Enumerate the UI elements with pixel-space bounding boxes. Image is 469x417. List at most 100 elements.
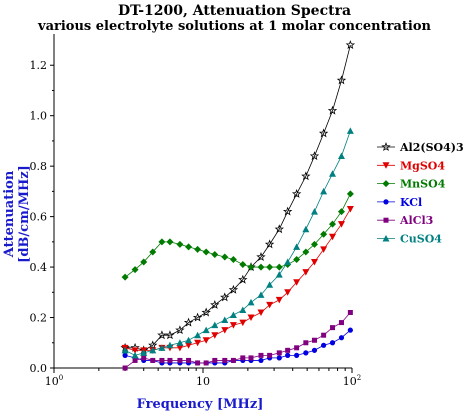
data-point bbox=[176, 344, 184, 352]
data-point bbox=[158, 344, 166, 351]
data-point bbox=[167, 357, 173, 363]
y-tick-label: 1.0 bbox=[30, 110, 48, 123]
data-point bbox=[177, 357, 183, 363]
data-point bbox=[131, 347, 139, 354]
data-point bbox=[329, 170, 337, 177]
data-point bbox=[141, 355, 147, 361]
data-point bbox=[149, 248, 157, 256]
data-point bbox=[258, 357, 264, 364]
data-point bbox=[276, 355, 282, 361]
data-point bbox=[221, 327, 229, 334]
data-point bbox=[211, 332, 219, 339]
data-point bbox=[121, 273, 129, 281]
data-point bbox=[210, 299, 220, 309]
series-cuso4 bbox=[121, 127, 354, 359]
data-point bbox=[267, 352, 273, 358]
legend-item: CuSO4 bbox=[377, 233, 442, 246]
series-al2-so4-3 bbox=[120, 40, 356, 355]
data-point bbox=[329, 233, 337, 241]
data-point bbox=[194, 331, 202, 339]
data-point bbox=[222, 357, 228, 363]
data-point bbox=[194, 245, 202, 253]
data-point bbox=[310, 240, 318, 248]
legend-label: MgSO4 bbox=[400, 159, 445, 172]
data-point bbox=[284, 258, 292, 266]
data-point bbox=[239, 306, 247, 313]
data-point bbox=[194, 339, 202, 347]
data-point bbox=[266, 281, 274, 288]
data-point bbox=[185, 342, 193, 349]
legend-label: Al2(SO4)3 bbox=[399, 141, 464, 154]
data-point bbox=[195, 360, 201, 366]
y-tick-label: 0.2 bbox=[30, 312, 48, 325]
series-line bbox=[124, 208, 351, 351]
series-mgso4 bbox=[121, 206, 354, 354]
data-point bbox=[327, 105, 338, 115]
x-tick-label: 102 bbox=[343, 374, 361, 388]
data-point bbox=[320, 187, 328, 195]
series-line bbox=[124, 329, 351, 364]
data-point bbox=[248, 355, 254, 361]
data-point bbox=[266, 263, 274, 271]
data-point bbox=[329, 340, 336, 346]
legend-marker bbox=[382, 235, 390, 242]
data-point bbox=[221, 253, 229, 261]
data-point bbox=[229, 311, 237, 319]
data-point bbox=[294, 352, 300, 358]
data-point bbox=[211, 321, 219, 329]
data-point bbox=[285, 352, 291, 358]
legend-label: AlCl3 bbox=[399, 214, 433, 227]
data-point bbox=[185, 243, 193, 251]
data-point bbox=[309, 151, 320, 161]
y-tick-label: 0.4 bbox=[30, 261, 48, 274]
series-kcl bbox=[122, 327, 353, 366]
series-alcl3 bbox=[122, 309, 353, 371]
data-point bbox=[158, 238, 166, 246]
data-point bbox=[140, 349, 148, 356]
data-point bbox=[230, 357, 236, 363]
data-point bbox=[275, 263, 283, 271]
series-mnso4 bbox=[121, 190, 354, 281]
data-point bbox=[183, 317, 194, 327]
data-point bbox=[337, 221, 345, 228]
legend-item: Al2(SO4)3 bbox=[377, 141, 464, 154]
legend-marker bbox=[381, 142, 391, 151]
data-point bbox=[321, 342, 327, 348]
legend-label: KCl bbox=[400, 196, 422, 209]
data-point bbox=[257, 263, 265, 271]
data-point bbox=[185, 336, 193, 344]
data-point bbox=[310, 259, 318, 266]
data-point bbox=[293, 256, 301, 264]
data-point bbox=[228, 284, 239, 294]
data-point bbox=[311, 337, 317, 343]
legend-label: CuSO4 bbox=[400, 233, 442, 246]
legend-item: MnSO4 bbox=[377, 178, 446, 191]
data-point bbox=[240, 355, 246, 361]
data-point bbox=[175, 325, 185, 335]
data-point bbox=[157, 330, 167, 340]
data-point bbox=[345, 40, 356, 50]
data-point bbox=[256, 252, 266, 261]
data-point bbox=[320, 230, 328, 238]
data-point bbox=[320, 246, 328, 253]
data-point bbox=[291, 188, 302, 198]
data-point bbox=[186, 357, 192, 363]
data-point bbox=[346, 206, 354, 213]
data-point bbox=[122, 352, 128, 358]
data-point bbox=[257, 291, 265, 298]
data-point bbox=[229, 322, 237, 329]
data-point bbox=[239, 261, 247, 269]
data-point bbox=[274, 224, 284, 234]
data-point bbox=[302, 225, 310, 233]
data-point bbox=[149, 346, 157, 354]
legend-marker bbox=[383, 199, 389, 205]
data-point bbox=[347, 309, 353, 315]
data-point bbox=[140, 258, 148, 266]
y-tick-label: 0.6 bbox=[30, 211, 48, 224]
data-point bbox=[211, 250, 219, 258]
chart-title: DT-1200, Attenuation Spectra bbox=[117, 3, 352, 19]
data-point bbox=[239, 319, 247, 327]
data-point bbox=[302, 248, 310, 256]
